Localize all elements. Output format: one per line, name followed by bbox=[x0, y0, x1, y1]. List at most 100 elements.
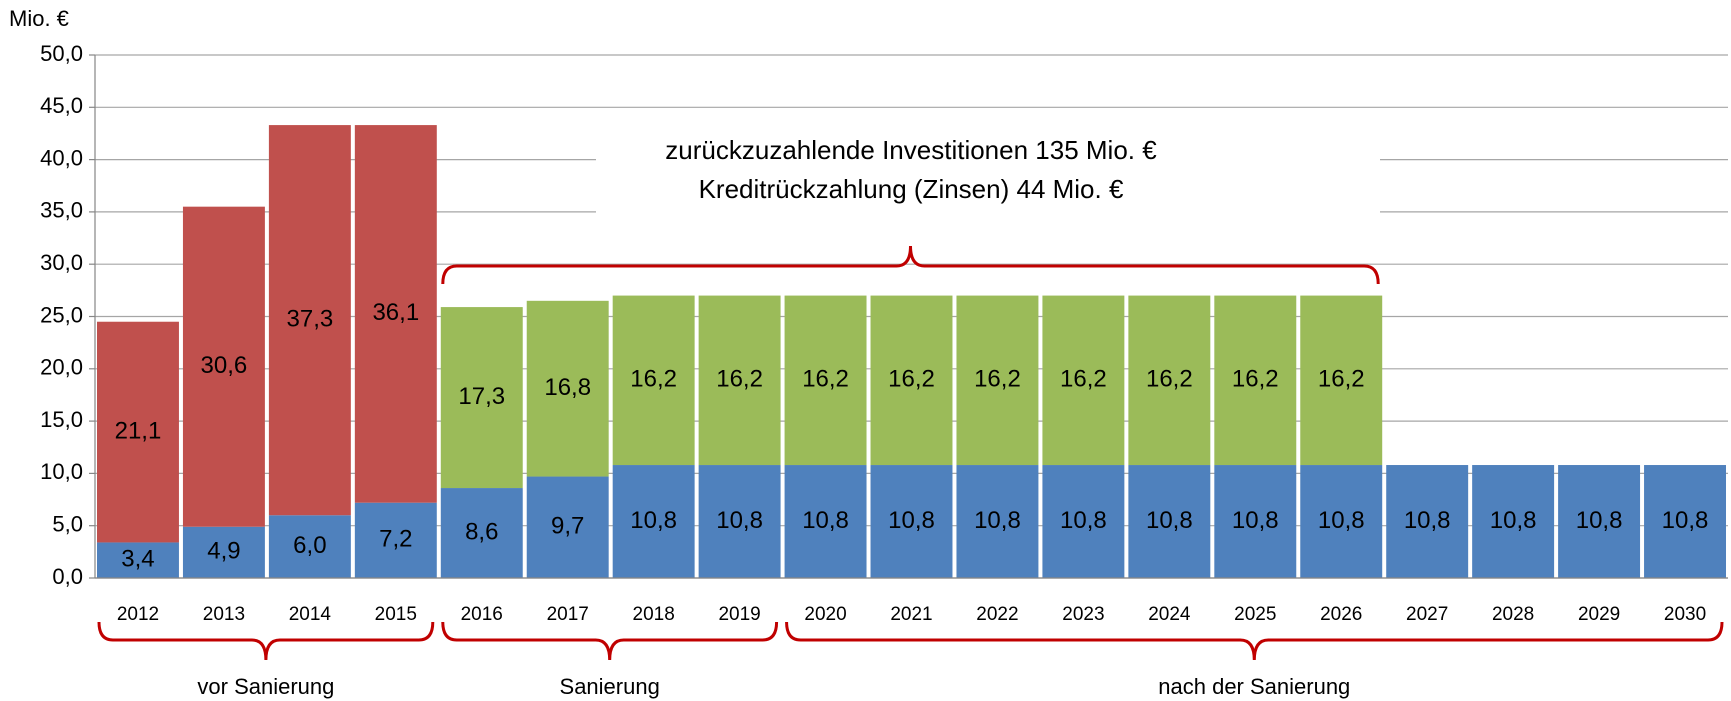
bar-segment bbox=[526, 300, 609, 477]
bar-segment bbox=[1300, 465, 1383, 578]
bar-segment bbox=[612, 295, 695, 466]
bar-segment bbox=[698, 465, 781, 578]
x-tick-label: 2012 bbox=[117, 604, 159, 625]
data-label: 10,8 bbox=[1662, 507, 1709, 534]
y-axis-label: Mio. € bbox=[9, 6, 69, 31]
data-label: 17,3 bbox=[458, 383, 505, 410]
data-label: 10,8 bbox=[716, 507, 763, 534]
x-tick-label: 2030 bbox=[1664, 604, 1706, 625]
group-label: Sanierung bbox=[560, 674, 660, 699]
data-label: 16,2 bbox=[1060, 366, 1107, 393]
x-tick-label: 2016 bbox=[461, 604, 503, 625]
data-label: 16,2 bbox=[888, 366, 935, 393]
bar-segment bbox=[698, 295, 781, 466]
y-tick-label: 20,0 bbox=[40, 355, 83, 380]
y-tick-label: 15,0 bbox=[40, 407, 83, 432]
data-label: 16,2 bbox=[716, 366, 763, 393]
bar-segment bbox=[1644, 465, 1726, 578]
brace bbox=[785, 621, 1724, 661]
bar-segment bbox=[870, 295, 953, 466]
x-tick-label: 2024 bbox=[1148, 604, 1191, 625]
y-tick-label: 50,0 bbox=[40, 41, 83, 66]
bar-segment bbox=[268, 515, 351, 578]
x-tick-label: 2015 bbox=[375, 604, 417, 625]
data-label: 10,8 bbox=[1232, 507, 1279, 534]
bar-segment bbox=[182, 526, 265, 578]
data-label: 21,1 bbox=[115, 417, 162, 444]
x-tick-label: 2021 bbox=[890, 604, 932, 625]
data-label: 3,4 bbox=[121, 546, 154, 573]
x-tick-label: 2025 bbox=[1234, 604, 1276, 625]
data-label: 10,8 bbox=[1146, 507, 1193, 534]
group-label: nach der Sanierung bbox=[1158, 674, 1350, 699]
data-label: 16,2 bbox=[1232, 366, 1279, 393]
x-tick-label: 2022 bbox=[976, 604, 1018, 625]
y-tick-label: 0,0 bbox=[52, 564, 83, 589]
x-tick-label: 2026 bbox=[1320, 604, 1362, 625]
bar-segment bbox=[784, 465, 867, 578]
y-tick-label: 35,0 bbox=[40, 198, 83, 223]
bar-segment bbox=[956, 465, 1039, 578]
annotation: zurückzuzahlende Investitionen 135 Mio. … bbox=[665, 135, 1157, 165]
y-tick-label: 30,0 bbox=[40, 250, 83, 275]
bar-segment bbox=[268, 125, 351, 516]
bar-segment bbox=[1128, 295, 1211, 466]
data-label: 37,3 bbox=[287, 306, 334, 333]
group-label: vor Sanierung bbox=[197, 674, 334, 699]
data-label: 4,9 bbox=[207, 538, 240, 565]
x-tick-label: 2028 bbox=[1492, 604, 1534, 625]
bar-segment bbox=[354, 502, 437, 578]
data-label: 10,8 bbox=[1060, 507, 1107, 534]
x-tick-label: 2018 bbox=[633, 604, 675, 625]
data-label: 16,2 bbox=[630, 366, 677, 393]
x-tick-label: 2020 bbox=[804, 604, 846, 625]
data-label: 16,2 bbox=[802, 366, 849, 393]
y-tick-label: 45,0 bbox=[40, 93, 83, 118]
y-tick-label: 40,0 bbox=[40, 145, 83, 170]
x-tick-label: 2019 bbox=[718, 604, 760, 625]
data-label: 16,2 bbox=[1318, 366, 1365, 393]
y-tick-label: 25,0 bbox=[40, 302, 83, 327]
annotation: Kreditrückzahlung (Zinsen) 44 Mio. € bbox=[699, 174, 1124, 204]
data-label: 10,8 bbox=[1490, 507, 1537, 534]
bar-segment bbox=[440, 488, 523, 578]
data-label: 16,8 bbox=[544, 374, 591, 401]
x-tick-label: 2023 bbox=[1062, 604, 1104, 625]
x-tick-label: 2017 bbox=[547, 604, 589, 625]
bar-segment bbox=[1214, 295, 1297, 466]
brace bbox=[97, 621, 435, 661]
bar-segment bbox=[526, 476, 609, 578]
bar-segment bbox=[1042, 295, 1125, 466]
bar-segment bbox=[1386, 465, 1469, 578]
bar-segment bbox=[97, 542, 179, 578]
x-tick-label: 2027 bbox=[1406, 604, 1448, 625]
data-label: 10,8 bbox=[974, 507, 1021, 534]
bar-segment bbox=[1042, 465, 1125, 578]
data-label: 36,1 bbox=[372, 299, 419, 326]
data-label: 10,8 bbox=[802, 507, 849, 534]
data-label: 7,2 bbox=[379, 526, 412, 553]
bar-segment bbox=[354, 125, 437, 503]
x-tick-label: 2029 bbox=[1578, 604, 1620, 625]
data-label: 16,2 bbox=[974, 366, 1021, 393]
bar-segment bbox=[182, 206, 265, 527]
y-tick-label: 10,0 bbox=[40, 459, 83, 484]
data-label: 10,8 bbox=[630, 507, 677, 534]
brace bbox=[441, 245, 1380, 285]
bar-segment bbox=[1214, 465, 1297, 578]
bar-segment bbox=[1558, 465, 1641, 578]
bar-segment bbox=[1128, 465, 1211, 578]
data-label: 10,8 bbox=[1404, 507, 1451, 534]
data-label: 10,8 bbox=[888, 507, 935, 534]
data-label: 30,6 bbox=[201, 352, 248, 379]
data-label: 8,6 bbox=[465, 518, 498, 545]
bar-segment bbox=[1300, 295, 1383, 466]
bar-segment bbox=[612, 465, 695, 578]
x-tick-label: 2013 bbox=[203, 604, 245, 625]
annotation-box bbox=[596, 127, 1380, 221]
brace bbox=[441, 621, 779, 661]
data-label: 16,2 bbox=[1146, 366, 1193, 393]
bar-segment bbox=[97, 321, 179, 543]
data-label: 9,7 bbox=[551, 513, 584, 540]
